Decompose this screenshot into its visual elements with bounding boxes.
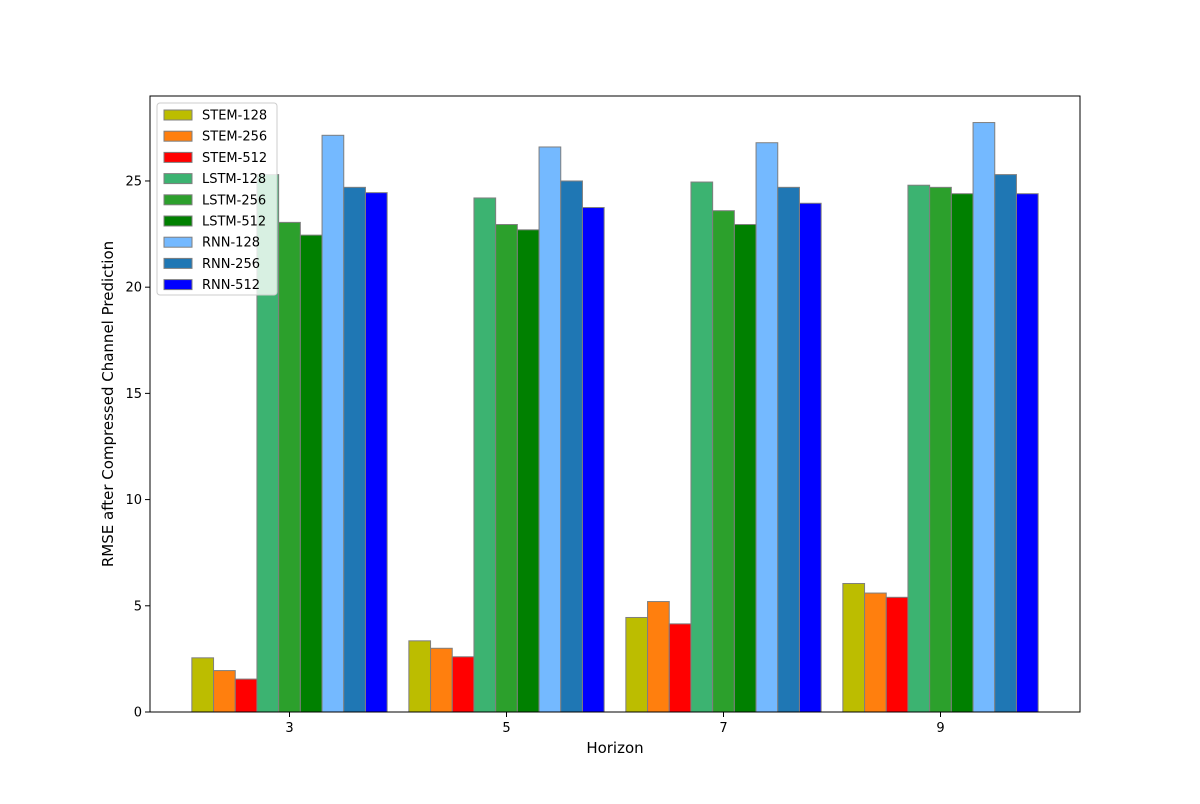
legend-label-lstm-128: LSTM-128 <box>202 172 266 187</box>
bar-rnn-256-h9 <box>994 174 1017 713</box>
bar-lstm-256-h5 <box>495 224 518 713</box>
legend-swatch-stem-512 <box>163 151 193 163</box>
x-tick-label: 5 <box>502 721 510 736</box>
legend-swatch-lstm-128 <box>163 173 193 185</box>
bar-stem-128-h3 <box>191 657 215 713</box>
legend: STEM-128 STEM-256 STEM-512 LSTM-128 LSTM-256… <box>156 102 278 296</box>
x-tick-label: 7 <box>719 721 727 736</box>
legend-swatch-lstm-256 <box>163 194 193 206</box>
y-axis-label: RMSE after Compressed Channel Prediction <box>99 241 117 567</box>
bar-rnn-256-h7 <box>777 186 800 713</box>
bar-lstm-512-h7 <box>733 224 757 713</box>
bar-lstm-256-h7 <box>712 210 735 713</box>
bar-rnn-128-h5 <box>538 146 562 713</box>
bar-rnn-128-h9 <box>972 122 996 713</box>
bars-layer <box>191 122 1039 713</box>
y-tick-label: 5 <box>134 599 142 614</box>
y-tick-label: 20 <box>125 281 142 296</box>
bar-rnn-256-h3 <box>343 186 366 713</box>
bar-stem-256-h9 <box>864 592 887 713</box>
axes-layer: 0 5 10 15 20 25 3 5 7 9 <box>125 174 944 736</box>
bar-lstm-128-h7 <box>690 181 714 713</box>
y-tick-label: 15 <box>125 387 142 402</box>
plot-frame <box>149 95 1081 713</box>
y-tick-label: 25 <box>125 174 142 189</box>
bar-stem-512-h3 <box>234 678 258 713</box>
bar-rnn-512-h7 <box>798 202 822 713</box>
x-tick-label: 3 <box>285 721 293 736</box>
bar-rnn-512-h5 <box>581 207 605 713</box>
legend-label-stem-128: STEM-128 <box>202 109 267 124</box>
y-tick-label: 0 <box>134 706 142 721</box>
legend-swatch-rnn-128 <box>163 236 193 248</box>
bar-rnn-512-h9 <box>1015 193 1039 713</box>
legend-label-rnn-512: RNN-512 <box>202 278 260 293</box>
legend-label-rnn-256: RNN-256 <box>202 257 260 272</box>
legend-swatch-stem-256 <box>163 130 193 142</box>
bar-rnn-128-h3 <box>321 134 345 713</box>
legend-label-stem-512: STEM-512 <box>202 151 267 166</box>
bar-stem-128-h5 <box>408 640 432 713</box>
legend-label-lstm-512: LSTM-512 <box>202 215 266 230</box>
legend-swatch-rnn-512 <box>163 279 193 291</box>
bar-lstm-512-h9 <box>950 193 974 713</box>
bar-lstm-256-h9 <box>929 186 952 713</box>
bar-lstm-256-h3 <box>278 221 301 713</box>
x-axis-label: Horizon <box>586 739 643 757</box>
bar-rnn-256-h5 <box>560 180 583 713</box>
bar-stem-128-h9 <box>842 582 866 713</box>
y-tick-label: 10 <box>125 493 142 508</box>
legend-swatch-lstm-512 <box>163 215 193 227</box>
legend-label-stem-256: STEM-256 <box>202 130 267 145</box>
bar-rnn-512-h3 <box>364 192 388 713</box>
legend-label-rnn-128: RNN-128 <box>202 236 260 251</box>
x-tick-label: 9 <box>936 721 944 736</box>
legend-label-lstm-256: LSTM-256 <box>202 193 266 208</box>
bar-stem-512-h7 <box>668 623 692 713</box>
bar-stem-512-h5 <box>451 656 475 713</box>
bar-lstm-128-h5 <box>473 197 497 713</box>
bar-lstm-512-h3 <box>299 234 323 713</box>
bar-lstm-128-h9 <box>907 184 931 713</box>
bar-stem-256-h3 <box>213 670 236 713</box>
legend-swatch-stem-128 <box>163 109 193 121</box>
bar-rnn-128-h7 <box>755 142 779 713</box>
bar-stem-256-h5 <box>430 647 453 713</box>
bar-lstm-512-h5 <box>516 229 540 713</box>
bar-stem-256-h7 <box>647 601 670 713</box>
bar-stem-512-h9 <box>885 596 909 713</box>
bar-stem-128-h7 <box>625 616 649 713</box>
legend-swatch-rnn-256 <box>163 257 193 269</box>
